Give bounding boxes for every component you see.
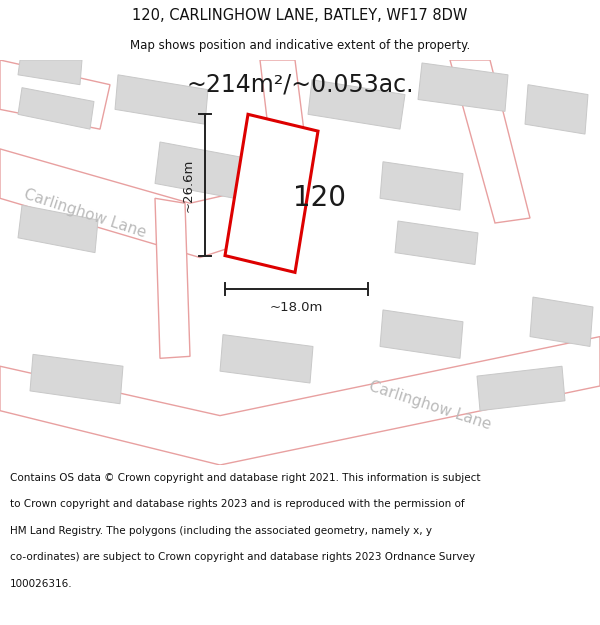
Polygon shape: [418, 63, 508, 111]
Polygon shape: [525, 85, 588, 134]
Text: 120, CARLINGHOW LANE, BATLEY, WF17 8DW: 120, CARLINGHOW LANE, BATLEY, WF17 8DW: [133, 8, 467, 22]
Text: Contains OS data © Crown copyright and database right 2021. This information is : Contains OS data © Crown copyright and d…: [10, 473, 481, 483]
Text: Carlinghow Lane: Carlinghow Lane: [22, 186, 148, 240]
Polygon shape: [380, 162, 463, 210]
Polygon shape: [115, 75, 208, 124]
Text: co-ordinates) are subject to Crown copyright and database rights 2023 Ordnance S: co-ordinates) are subject to Crown copyr…: [10, 552, 475, 562]
Text: ~26.6m: ~26.6m: [182, 158, 195, 212]
Polygon shape: [0, 337, 600, 465]
Text: ~18.0m: ~18.0m: [270, 301, 323, 314]
Polygon shape: [0, 149, 260, 258]
Polygon shape: [225, 114, 318, 272]
Polygon shape: [220, 334, 313, 383]
Text: Carlinghow Lane: Carlinghow Lane: [367, 379, 493, 432]
Polygon shape: [530, 297, 593, 346]
Polygon shape: [18, 205, 98, 252]
Polygon shape: [155, 198, 190, 358]
Text: ~214m²/~0.053ac.: ~214m²/~0.053ac.: [186, 72, 414, 97]
Text: 100026316.: 100026316.: [10, 579, 73, 589]
Polygon shape: [0, 60, 110, 129]
Polygon shape: [477, 366, 565, 411]
Polygon shape: [18, 60, 82, 85]
Polygon shape: [18, 88, 94, 129]
Text: Map shows position and indicative extent of the property.: Map shows position and indicative extent…: [130, 39, 470, 51]
Polygon shape: [395, 221, 478, 264]
Polygon shape: [380, 310, 463, 358]
Polygon shape: [308, 80, 405, 129]
Text: 120: 120: [293, 184, 347, 213]
Polygon shape: [155, 142, 250, 200]
Polygon shape: [450, 60, 530, 223]
Polygon shape: [260, 60, 305, 144]
Polygon shape: [30, 354, 123, 404]
Text: HM Land Registry. The polygons (including the associated geometry, namely x, y: HM Land Registry. The polygons (includin…: [10, 526, 432, 536]
Text: to Crown copyright and database rights 2023 and is reproduced with the permissio: to Crown copyright and database rights 2…: [10, 499, 465, 509]
